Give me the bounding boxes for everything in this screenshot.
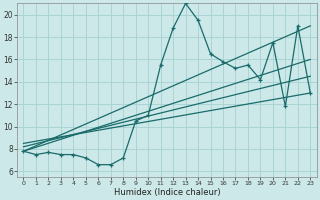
X-axis label: Humidex (Indice chaleur): Humidex (Indice chaleur)	[114, 188, 220, 197]
